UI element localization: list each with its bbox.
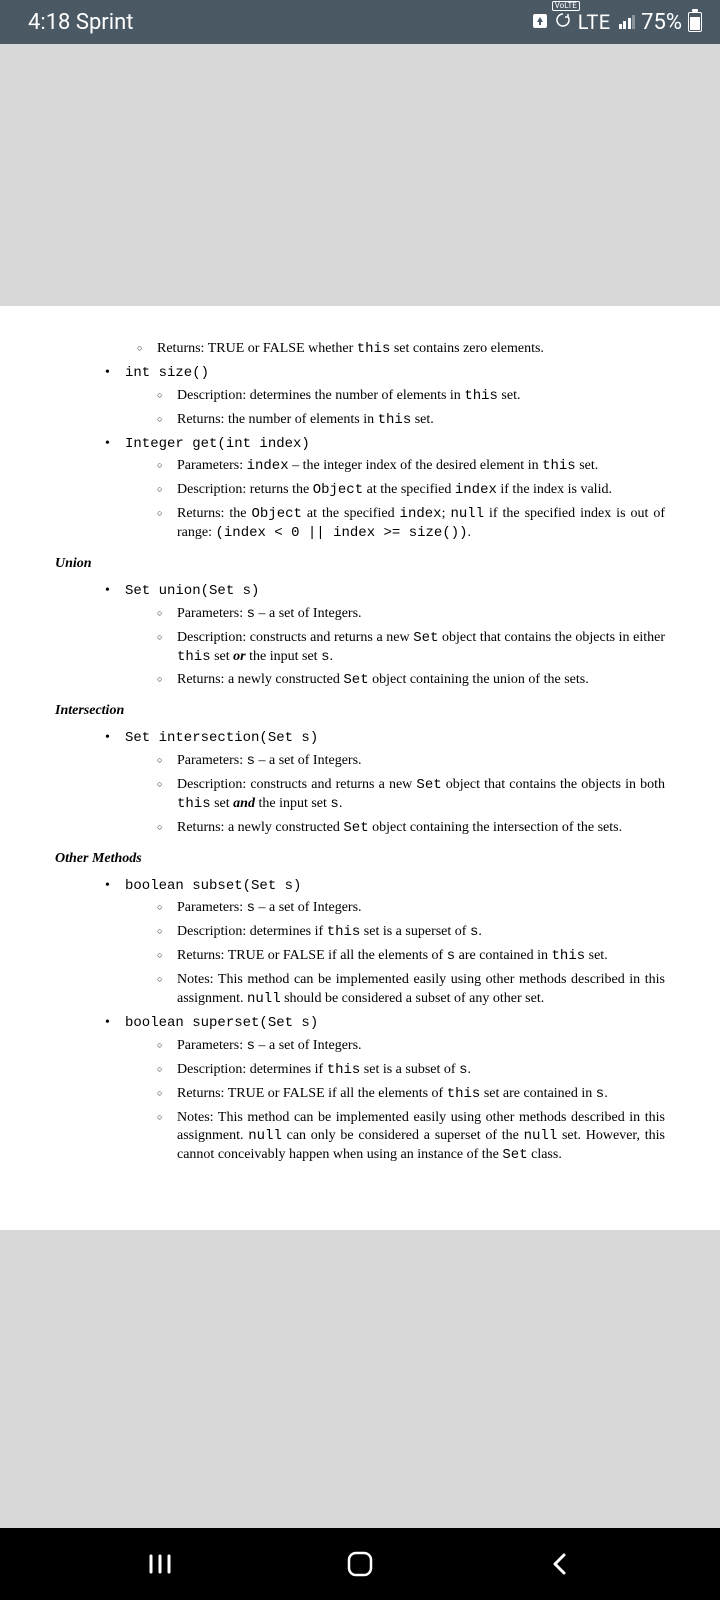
list-item: Returns: the number of elements in this … (157, 411, 665, 430)
navigation-bar (0, 1528, 720, 1600)
method-get: Integer get(int index) Parameters: index… (105, 435, 665, 543)
orphan-item: Returns: TRUE or FALSE whether this set … (105, 340, 665, 359)
list-item: Parameters: index – the integer index of… (157, 457, 665, 476)
method-size: int size() Description: determines the n… (105, 364, 665, 430)
list-item: Returns: a newly constructed Set object … (157, 671, 665, 690)
method-list: Set union(Set s) Parameters: s – a set o… (105, 582, 665, 690)
method-list: Returns: TRUE or FALSE whether this set … (105, 340, 665, 359)
status-bar: 4:18 Sprint VoLTE LTE 75% (0, 0, 720, 44)
recents-button[interactable] (144, 1548, 176, 1580)
method-list: Set intersection(Set s) Parameters: s – … (105, 729, 665, 837)
lte-label: LTE (578, 10, 611, 34)
list-item: Notes: This method can be implemented ea… (157, 971, 665, 1009)
section-union: Union (55, 555, 665, 574)
section-intersection: Intersection (55, 702, 665, 721)
refresh-icon: VoLTE (554, 10, 572, 34)
battery-percent: 75% (641, 10, 682, 35)
method-list: boolean subset(Set s) Parameters: s – a … (105, 877, 665, 1166)
list-item: Description: returns the Object at the s… (157, 481, 665, 500)
signal-icon (619, 15, 636, 29)
status-left: 4:18 Sprint (28, 10, 133, 35)
document-page[interactable]: Returns: TRUE or FALSE whether this set … (0, 306, 720, 1230)
list-item: Description: constructs and returns a ne… (157, 629, 665, 667)
list-item: Parameters: s – a set of Integers. (157, 752, 665, 771)
back-button[interactable] (544, 1548, 576, 1580)
list-item: Description: constructs and returns a ne… (157, 776, 665, 814)
list-item: Returns: a newly constructed Set object … (157, 819, 665, 838)
method-subset: boolean subset(Set s) Parameters: s – a … (105, 877, 665, 1009)
list-item: Returns: TRUE or FALSE if all the elemen… (157, 947, 665, 966)
list-item: Description: determines if this set is a… (157, 923, 665, 942)
status-right: VoLTE LTE 75% (532, 10, 702, 35)
list-item: Returns: the Object at the specified ind… (157, 505, 665, 543)
method-intersection: Set intersection(Set s) Parameters: s – … (105, 729, 665, 837)
method-union: Set union(Set s) Parameters: s – a set o… (105, 582, 665, 690)
status-carrier: Sprint (76, 10, 134, 35)
viewer-background-top (0, 44, 720, 306)
home-button[interactable] (344, 1548, 376, 1580)
list-item: Description: determines the number of el… (157, 387, 665, 406)
status-time: 4:18 (28, 10, 70, 35)
list-item: Notes: This method can be implemented ea… (157, 1109, 665, 1166)
list-item: Description: determines if this set is a… (157, 1061, 665, 1080)
list-item: Parameters: s – a set of Integers. (157, 605, 665, 624)
list-item: Returns: TRUE or FALSE if all the elemen… (157, 1085, 665, 1104)
list-item: Returns: TRUE or FALSE whether this set … (137, 340, 665, 359)
update-icon (532, 10, 548, 34)
section-other: Other Methods (55, 850, 665, 869)
battery-icon (688, 12, 702, 32)
method-list: int size() Description: determines the n… (105, 364, 665, 543)
list-item: Parameters: s – a set of Integers. (157, 899, 665, 918)
method-superset: boolean superset(Set s) Parameters: s – … (105, 1014, 665, 1165)
list-item: Parameters: s – a set of Integers. (157, 1037, 665, 1056)
